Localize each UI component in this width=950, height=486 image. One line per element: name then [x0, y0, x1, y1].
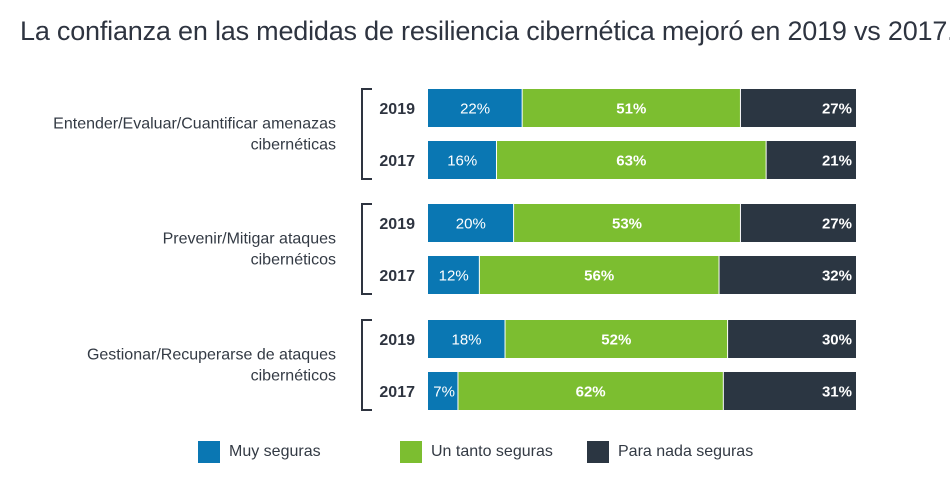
data-label: 20% — [456, 216, 486, 233]
bar-segment-muy-seguras — [428, 89, 523, 127]
data-label: 7% — [433, 384, 455, 401]
data-label: 56% — [584, 268, 614, 285]
bar-segment-para-nada-seguras — [766, 141, 856, 179]
bar-segment-un-tanto-seguras — [522, 89, 741, 127]
data-label: 53% — [612, 216, 642, 233]
bar-segment-muy-seguras — [428, 204, 514, 242]
data-label: 16% — [447, 153, 477, 170]
bar-segment-muy-seguras — [428, 141, 497, 179]
group-bracket — [361, 319, 372, 411]
bar-segment-un-tanto-seguras — [457, 372, 724, 410]
bar-segment-para-nada-seguras — [740, 89, 856, 127]
year-label: 2019 — [379, 332, 415, 349]
data-label: 51% — [616, 101, 646, 118]
bar-segment-para-nada-seguras — [740, 204, 856, 242]
data-label: 22% — [460, 101, 490, 118]
data-label: 21% — [822, 153, 852, 170]
data-label: 12% — [439, 268, 469, 285]
bar-segment-para-nada-seguras — [723, 372, 856, 410]
data-label: 30% — [822, 332, 852, 349]
chart-title: La confianza en las medidas de resilienc… — [20, 16, 950, 46]
year-label: 2017 — [379, 153, 415, 170]
bar-segment-para-nada-seguras — [727, 320, 856, 358]
category-label: cibernéticos — [251, 368, 336, 385]
category-label: Entender/Evaluar/Cuantificar amenazas — [53, 116, 336, 133]
category-label: cibernéticas — [251, 137, 336, 154]
data-label: 27% — [822, 101, 852, 118]
data-label: 62% — [576, 384, 606, 401]
group-bracket — [361, 88, 372, 180]
bar-segment-para-nada-seguras — [719, 256, 856, 294]
bar-segment-un-tanto-seguras — [505, 320, 728, 358]
category-label: Prevenir/Mitigar ataques — [163, 231, 336, 248]
data-label: 32% — [822, 268, 852, 285]
bar-segment-muy-seguras — [428, 320, 506, 358]
data-label: 52% — [601, 332, 631, 349]
year-label: 2017 — [379, 268, 415, 285]
data-label: 31% — [822, 384, 852, 401]
category-label: Gestionar/Recuperarse de ataques — [87, 347, 336, 364]
category-label: cibernéticos — [251, 252, 336, 269]
data-label: 18% — [452, 332, 482, 349]
bar-group: Prevenir/Mitigar ataques cibernéticos 2019… — [163, 203, 856, 295]
data-label: 27% — [822, 216, 852, 233]
year-label: 2019 — [379, 101, 415, 118]
year-label: 2017 — [379, 384, 415, 401]
bar-segment-muy-seguras — [428, 372, 458, 410]
group-bracket — [361, 203, 372, 295]
bar-segment-un-tanto-seguras — [496, 141, 767, 179]
bar-segment-un-tanto-seguras — [513, 204, 741, 242]
data-label: 63% — [616, 153, 646, 170]
bar-segment-un-tanto-seguras — [479, 256, 720, 294]
bar-group: Entender/Evaluar/Cuantificar amenazas cib… — [53, 88, 856, 180]
year-label: 2019 — [379, 216, 415, 233]
bar-segment-muy-seguras — [428, 256, 480, 294]
bar-group: Gestionar/Recuperarse de ataques cibernét… — [87, 319, 856, 411]
